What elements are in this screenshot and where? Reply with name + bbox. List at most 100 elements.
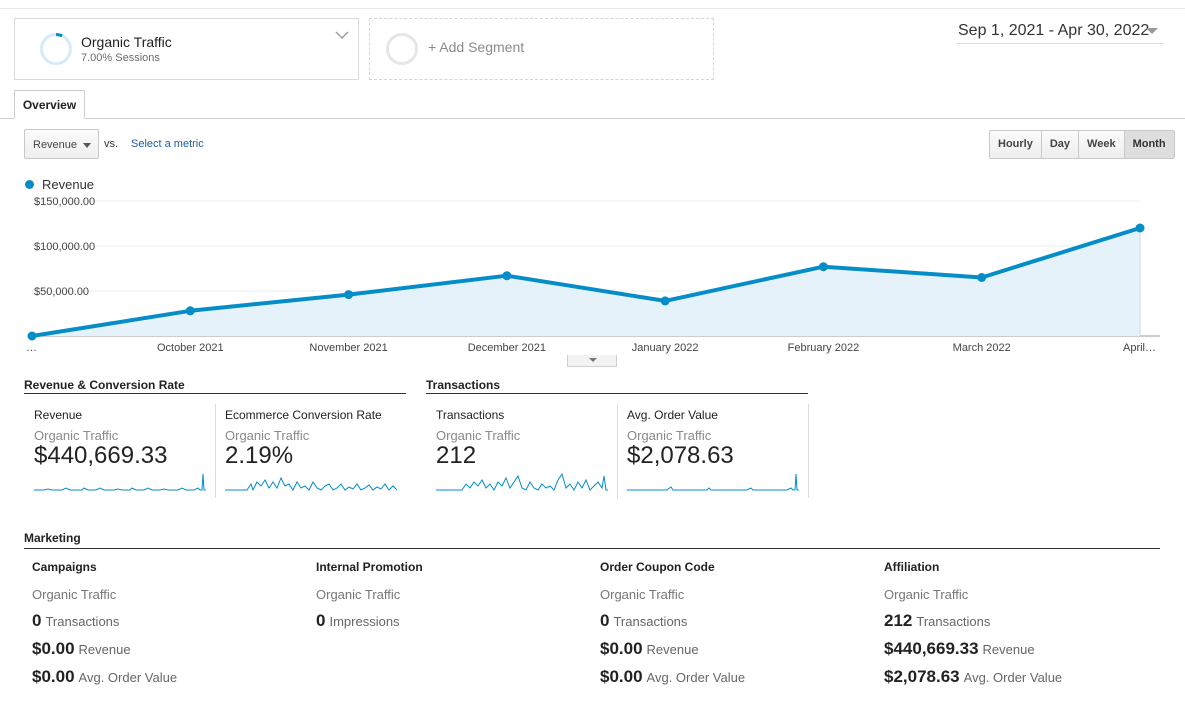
chevron-down-icon[interactable] [334,29,350,41]
x-tick-label: November 2021 [309,342,387,354]
date-range-picker[interactable]: Sep 1, 2021 - Apr 30, 2022 [956,18,1164,44]
date-range-label: Sep 1, 2021 - Apr 30, 2022 [958,22,1150,39]
tab-divider [0,118,1185,119]
sparkline [34,473,206,491]
legend-label: Revenue [42,177,95,192]
segment-share-ring-icon [40,33,72,65]
add-segment-label: + Add Segment [428,39,525,55]
marketing-metric: 212 Transactions [884,611,990,631]
chart-collapse-handle[interactable] [567,355,617,367]
metric-unit: Impressions [329,614,400,629]
marketing-metric: 0 Transactions [32,611,119,631]
add-segment-ring-icon [386,33,418,65]
marketing-metric: $0.00 Avg. Order Value [600,667,745,687]
legend-swatch [25,180,34,189]
card-divider [215,404,216,498]
metric-value: $440,669.33 [884,639,979,658]
metric-unit: Revenue [78,642,131,657]
x-tick-label: October 2021 [157,342,224,354]
data-point [502,271,512,281]
card-divider [617,404,618,498]
metric-value: 0 [32,611,42,630]
y-tick-label: $100,000.00 [34,241,95,253]
card-label: Avg. Order Value [627,408,718,422]
caret-down-icon [83,143,91,148]
metric-card-transactions[interactable]: Transactions Organic Traffic 212 [426,404,616,498]
marketing-title[interactable]: Internal Promotion [316,560,423,574]
marketing-metric: $2,078.63 Avg. Order Value [884,667,1062,687]
data-point [27,331,37,341]
marketing-title[interactable]: Campaigns [32,560,97,574]
top-border [0,8,1185,9]
metric-card-avg-order-value[interactable]: Avg. Order Value Organic Traffic $2,078.… [617,404,807,498]
card-segment: Organic Traffic [436,428,521,443]
vs-label: vs. [104,138,119,150]
data-point [1135,223,1145,233]
x-tick-label: … [26,342,37,354]
section-rule [24,548,1160,549]
data-point [660,296,670,306]
x-tick-label: December 2021 [468,342,546,354]
x-tick-label: March 2022 [953,342,1011,354]
granularity-month-button[interactable]: Month [1124,131,1174,158]
card-label: Transactions [436,408,505,422]
segment-organic-traffic[interactable]: Organic Traffic 7.00% Sessions [14,18,359,80]
sparkline [436,472,608,491]
metric-unit: Avg. Order Value [78,670,178,685]
metric-value: 212 [884,611,913,630]
data-point [185,306,195,316]
metric-unit: Transactions [916,614,991,629]
granularity-hourly-button[interactable]: Hourly [990,131,1042,158]
x-tick-label: April… [1123,342,1156,354]
section-title-revenue-conversion: Revenue & Conversion Rate [24,378,185,392]
select-metric-link[interactable]: Select a metric [131,138,204,150]
metric-value: $0.00 [600,667,643,686]
metric-card-revenue[interactable]: Revenue Organic Traffic $440,669.33 [24,404,214,498]
section-title-marketing: Marketing [24,531,81,545]
marketing-metric: $0.00 Revenue [600,639,699,659]
caret-down-icon [1146,28,1158,34]
marketing-metric: $440,669.33 Revenue [884,639,1035,659]
marketing-title[interactable]: Order Coupon Code [600,560,715,574]
granularity-toggle: Hourly Day Week Month [989,130,1175,159]
marketing-metric: 0 Impressions [316,611,400,631]
metric-unit: Transactions [613,614,688,629]
data-point [344,290,354,300]
y-tick-label: $150,000.00 [34,196,95,208]
card-value: 2.19% [225,442,294,469]
x-tick-label: February 2022 [788,342,860,354]
marketing-metric: 0 Transactions [600,611,687,631]
card-divider [808,404,809,498]
metric-value: 0 [316,611,326,630]
add-segment-button[interactable]: + Add Segment [369,18,714,80]
sparkline [627,473,799,491]
card-value: $2,078.63 [627,442,734,469]
granularity-week-button[interactable]: Week [1079,131,1125,158]
data-point [818,262,828,272]
card-segment: Organic Traffic [34,428,119,443]
x-tick-label: January 2022 [632,342,699,354]
granularity-day-button[interactable]: Day [1041,131,1080,158]
section-rule [24,393,406,394]
metric-value: $0.00 [32,639,75,658]
card-segment: Organic Traffic [225,428,310,443]
sparkline [225,476,397,492]
metric-value: $0.00 [600,639,643,658]
metric-unit: Avg. Order Value [646,670,746,685]
segment-name: Organic Traffic [81,34,172,50]
marketing-segment: Organic Traffic [600,587,685,602]
marketing-title[interactable]: Affiliation [884,560,940,574]
metric-card-conversion-rate[interactable]: Ecommerce Conversion Rate Organic Traffi… [215,404,405,498]
card-divider-end [808,404,809,498]
card-value: 212 [436,442,477,469]
series-line [31,226,1141,338]
tab-overview[interactable]: Overview [14,90,85,119]
marketing-segment: Organic Traffic [316,587,401,602]
metric-value: $2,078.63 [884,667,960,686]
primary-metric-select[interactable]: Revenue [24,129,99,159]
section-title-transactions: Transactions [426,378,501,392]
card-value: $440,669.33 [34,442,168,469]
metric-unit: Revenue [646,642,699,657]
y-tick-label: $50,000.00 [34,286,89,298]
metric-unit: Avg. Order Value [963,670,1063,685]
